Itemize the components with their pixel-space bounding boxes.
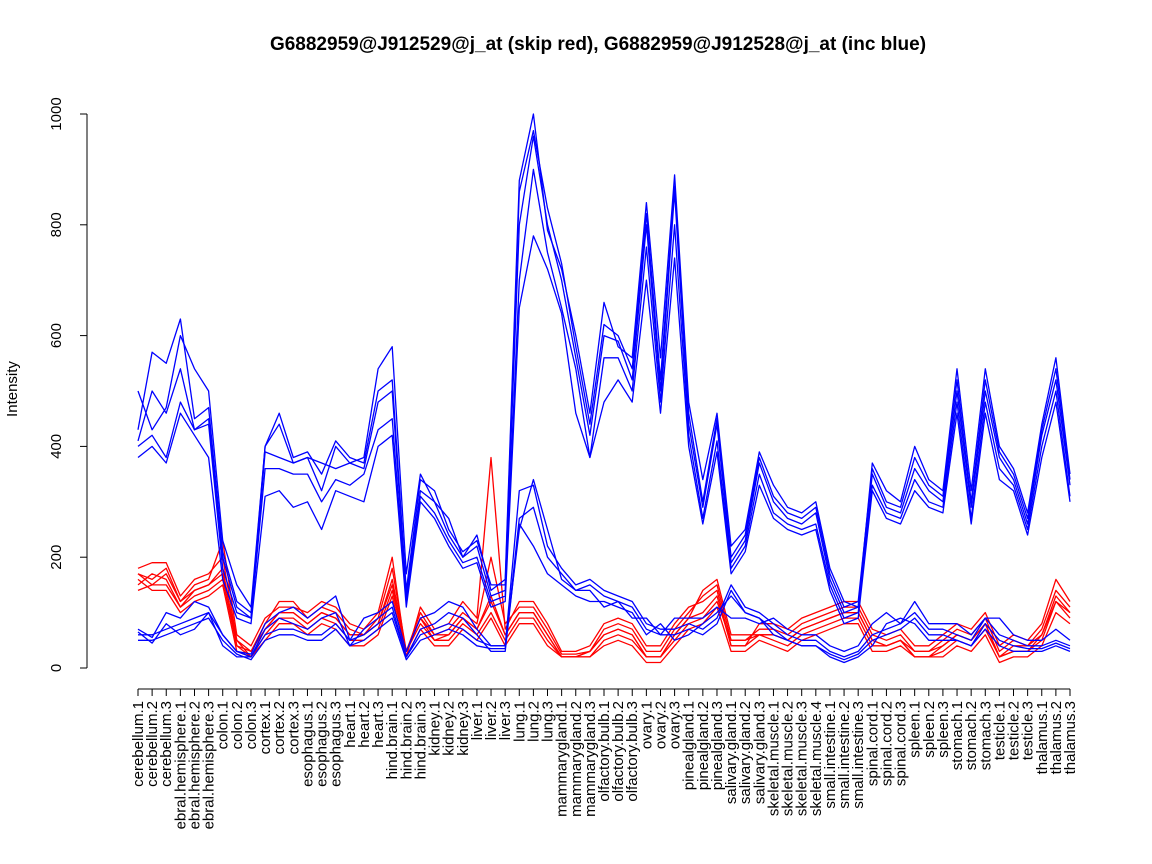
- x-tick-label: spinal.cord.3: [893, 701, 910, 786]
- y-tick-label: 600: [48, 323, 65, 348]
- x-tick-label: spleen.2: [921, 701, 938, 758]
- x-tick-label: mammarygland.2: [568, 701, 585, 817]
- chart-title: G6882959@J912529@j_at (skip red), G68829…: [270, 34, 926, 55]
- series-line-inc-8: [137, 129, 1071, 614]
- x-tick-label: skeletal.muscle.3: [794, 701, 811, 816]
- x-tick-label: small.intestine.2: [836, 701, 853, 809]
- x-tick-label: olfactory.bulb.2: [610, 701, 627, 802]
- x-tick-label: colon.3: [243, 701, 260, 749]
- x-tick-label: lung.3: [540, 701, 557, 742]
- x-tick-label: ovary.3: [667, 701, 684, 749]
- x-tick-label: cortex.2: [271, 701, 288, 754]
- series-line-inc-15: [137, 478, 1071, 655]
- x-tick-label: pinealgland.1: [681, 701, 698, 790]
- x-tick-label: cortex.3: [285, 701, 302, 754]
- x-tick-label: kidney.3: [455, 701, 472, 756]
- x-tick-label: stomach.1: [949, 701, 966, 770]
- x-tick-label: stomach.3: [977, 701, 994, 770]
- x-tick-label: esophagus.1: [300, 701, 317, 787]
- x-tick-label: ebral.hemisphere.3: [201, 701, 218, 829]
- series-layer: [137, 113, 1071, 664]
- x-tick-label: cortex.1: [257, 701, 274, 754]
- x-tick-label: spinal.cord.1: [864, 701, 881, 786]
- x-tick-label: liver.2: [483, 701, 500, 740]
- x-tick-label: kidney.1: [427, 701, 444, 756]
- series-line-inc-12: [138, 484, 1071, 658]
- x-tick-label: mammarygland.3: [582, 701, 599, 817]
- x-tick-label: spleen.1: [907, 701, 924, 758]
- x-tick-label: liver.1: [469, 701, 486, 740]
- x-tick-label: ebral.hemisphere.2: [187, 701, 204, 829]
- x-tick-label: skeletal.muscle.1: [766, 701, 783, 816]
- x-tick-label: hind.brain.1: [384, 701, 401, 779]
- x-tick-label: skeletal.muscle.2: [780, 701, 797, 816]
- x-tick-label: olfactory.bulb.1: [596, 701, 613, 802]
- x-tick-label: skeletal.muscle.4: [808, 701, 825, 816]
- y-axis: 0 200 400 600 800 1000: [48, 97, 88, 672]
- y-tick-label: 0: [48, 664, 65, 672]
- x-tick-label: esophagus.3: [328, 701, 345, 787]
- x-tick-label: esophagus.2: [314, 701, 331, 787]
- y-tick-label: 200: [48, 545, 65, 570]
- x-tick-label: hind.brain.2: [398, 701, 415, 779]
- x-tick-label: heart.2: [356, 701, 373, 748]
- x-tick-label: lung.2: [525, 701, 542, 742]
- x-tick-label: stomach.2: [963, 701, 980, 770]
- x-tick-label: thalamus.2: [1048, 701, 1065, 774]
- y-axis-label: Intensity: [4, 361, 21, 417]
- x-tick-label: colon.2: [229, 701, 246, 749]
- x-tick-label: testicle.2: [1006, 701, 1023, 760]
- x-axis: cerebellum.1cerebellum.2cerebellum.3ebra…: [130, 688, 1079, 829]
- x-tick-label: cerebellum.2: [144, 701, 161, 787]
- x-tick-label: hind.brain.3: [412, 701, 429, 779]
- x-tick-label: spinal.cord.2: [878, 701, 895, 786]
- x-tick-label: cerebellum.1: [130, 701, 147, 787]
- x-tick-label: ovary.2: [653, 701, 670, 749]
- x-tick-label: olfactory.bulb.3: [624, 701, 641, 802]
- x-tick-label: small.intestine.3: [850, 701, 867, 809]
- series-line-inc-14: [137, 523, 1071, 664]
- series-line-inc-10: [137, 168, 1071, 619]
- y-tick-label: 400: [48, 434, 65, 459]
- x-tick-label: ovary.1: [638, 701, 655, 749]
- series-line-inc-13: [138, 506, 1071, 661]
- x-tick-label: spleen.3: [935, 701, 952, 758]
- x-tick-label: colon.1: [215, 701, 232, 749]
- x-tick-label: pinealgland.3: [709, 701, 726, 790]
- series-line-skip-2: [137, 556, 1071, 655]
- x-tick-label: lung.1: [511, 701, 528, 742]
- x-tick-label: testicle.3: [1020, 701, 1037, 760]
- x-tick-label: salivary.gland.1: [723, 701, 740, 804]
- series-line-inc-11: [137, 235, 1071, 625]
- series-line-inc-9: [137, 135, 1071, 619]
- x-tick-label: liver.3: [497, 701, 514, 740]
- x-tick-label: mammarygland.1: [554, 701, 571, 817]
- x-tick-label: cerebellum.3: [158, 701, 175, 787]
- series-line-skip-3: [137, 567, 1071, 658]
- x-tick-label: salivary.gland.3: [751, 701, 768, 804]
- y-tick-label: 1000: [48, 97, 65, 130]
- x-tick-label: heart.3: [370, 701, 387, 748]
- x-tick-label: ebral.hemisphere.1: [172, 701, 189, 829]
- x-tick-label: thalamus.1: [1034, 701, 1051, 774]
- series-line-skip-1: [137, 456, 1071, 658]
- x-tick-label: salivary.gland.2: [737, 701, 754, 804]
- y-tick-label: 800: [48, 212, 65, 237]
- x-tick-label: small.intestine.1: [822, 701, 839, 809]
- x-tick-label: testicle.1: [991, 701, 1008, 760]
- x-tick-label: pinealgland.2: [695, 701, 712, 790]
- x-tick-label: thalamus.3: [1062, 701, 1079, 774]
- x-tick-label: kidney.2: [441, 701, 458, 756]
- x-tick-label: heart.1: [342, 701, 359, 748]
